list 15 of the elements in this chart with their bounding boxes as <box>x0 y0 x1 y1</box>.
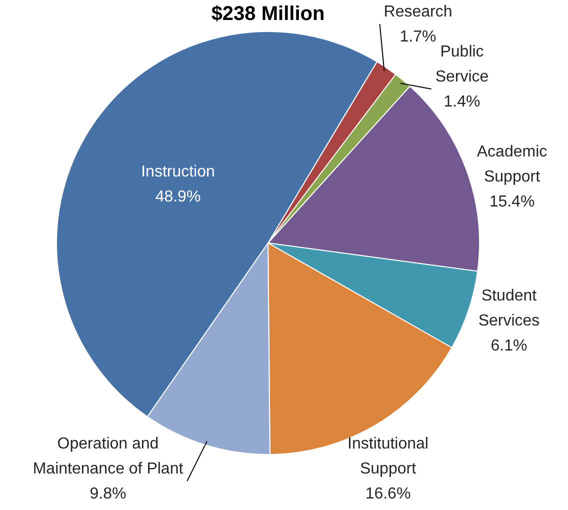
slice-label: Research <box>384 3 452 20</box>
slice-label: Student Services <box>478 287 540 330</box>
slice-label: Instruction <box>141 163 215 180</box>
data-label: 1.7% <box>400 28 436 46</box>
data-label: 48.9% <box>155 188 201 206</box>
chart-title: $238 Million <box>211 3 325 25</box>
slice-label: Operation and Maintenance of Plant <box>32 435 184 478</box>
slice-label: Institutional Support <box>348 435 428 478</box>
slice-label: Public Service <box>435 43 489 86</box>
data-label: 6.1% <box>490 337 528 354</box>
data-label: 1.4% <box>444 93 480 110</box>
data-label: 9.8% <box>90 485 126 502</box>
data-label: 16.6% <box>365 485 411 502</box>
slice-label: Academic Support <box>476 143 548 186</box>
data-label: 15.4% <box>489 193 535 210</box>
